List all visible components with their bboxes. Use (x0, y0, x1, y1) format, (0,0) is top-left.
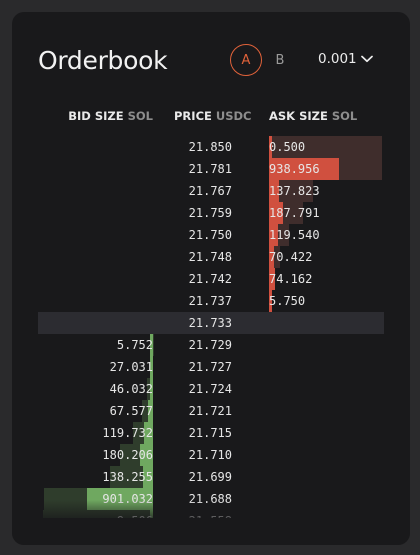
ask-row[interactable]: 21.759 187.791 (12, 202, 410, 224)
bid-price: 21.729 (188, 338, 232, 352)
ask-price: 21.737 (188, 294, 232, 308)
bid-size-header: BID SIZE SOL (68, 109, 153, 123)
bid-depth-bar (142, 400, 153, 422)
bid-size-unit: SOL (127, 109, 153, 123)
toggle-b-button[interactable]: B (275, 52, 285, 68)
lot-size-value: 0.001 (318, 51, 357, 67)
mid-price: 21.733 (188, 316, 232, 330)
ask-row[interactable]: 21.737 5.750 (12, 290, 410, 312)
lot-size-select[interactable]: 0.001 (318, 51, 373, 67)
bid-row[interactable]: 5.752 21.729 (12, 334, 410, 356)
bid-depth-bar (109, 466, 153, 488)
mid-price-row: 21.733 (38, 312, 384, 334)
ask-size: 137.823 (269, 184, 320, 198)
ask-row[interactable]: 21.750 119.540 (12, 224, 410, 246)
bid-price: 21.727 (188, 360, 232, 374)
ask-row[interactable]: 21.742 74.162 (12, 268, 410, 290)
ask-price: 21.750 (188, 228, 232, 242)
ask-size-bar (269, 224, 278, 246)
ask-row[interactable]: 21.767 137.823 (12, 180, 410, 202)
bid-row[interactable]: 27.031 21.727 (12, 356, 410, 378)
bid-size: 138.255 (102, 470, 153, 484)
bid-size-bar (139, 444, 153, 466)
bid-price: 21.715 (188, 426, 232, 440)
bid-size-bar (142, 466, 153, 488)
bid-size: 27.031 (109, 360, 153, 374)
ask-row[interactable]: 21.781 938.956 (12, 158, 410, 180)
toggle-a-button[interactable]: A (230, 44, 262, 76)
ask-size: 70.422 (269, 250, 313, 264)
price-label: PRICE (174, 109, 212, 123)
ask-size-header: ASK SIZE SOL (269, 109, 357, 123)
ask-row[interactable]: 21.748 70.422 (12, 246, 410, 268)
ask-row[interactable]: 21.850 0.500 (12, 136, 410, 158)
ask-size-bar (269, 246, 275, 268)
bid-size-bar (150, 356, 153, 378)
bid-size: 119.732 (102, 426, 153, 440)
ask-price: 21.759 (188, 206, 232, 220)
ask-size: 938.956 (269, 162, 320, 176)
ask-size-bar (269, 290, 272, 312)
ask-price: 21.781 (188, 162, 232, 176)
bid-size-label: BID SIZE (68, 109, 124, 123)
bid-row[interactable]: 67.577 21.721 (12, 400, 410, 422)
bid-size-bar (150, 334, 153, 356)
bid-price: 21.699 (188, 470, 232, 484)
bid-size: 67.577 (109, 404, 153, 418)
bid-price: 21.710 (188, 448, 232, 462)
page-title: Orderbook (38, 46, 168, 75)
ask-size: 119.540 (269, 228, 320, 242)
ask-size-bar (269, 158, 339, 180)
ask-price: 21.850 (188, 140, 232, 154)
scroll-fade (12, 500, 410, 545)
ask-depth-bar (269, 180, 313, 202)
chevron-down-icon (360, 55, 373, 63)
ask-price: 21.767 (188, 184, 232, 198)
ask-size-bar (269, 202, 283, 224)
bid-row[interactable]: 119.732 21.715 (12, 422, 410, 444)
ask-depth-bar (269, 246, 281, 268)
orderbook-rows: 21.850 0.500 21.781 938.956 21.767 137.823 21.… (12, 136, 410, 518)
ask-size-bar (269, 136, 272, 158)
bid-size-bar (144, 422, 153, 444)
bid-size: 5.752 (116, 338, 153, 352)
ask-size: 5.750 (269, 294, 306, 308)
ask-size: 0.500 (269, 140, 306, 154)
ask-size: 74.162 (269, 272, 313, 286)
bid-price: 21.724 (188, 382, 232, 396)
bid-size: 46.032 (109, 382, 153, 396)
ask-price: 21.748 (188, 250, 232, 264)
ask-size-bar (269, 268, 275, 290)
bid-size-bar (149, 378, 153, 400)
bid-price: 21.721 (188, 404, 232, 418)
bid-size-bar (148, 400, 153, 422)
bid-size: 180.206 (102, 448, 153, 462)
price-header: PRICE USDC (174, 109, 251, 123)
price-unit: USDC (215, 109, 252, 123)
ask-depth-bar (269, 136, 382, 158)
ask-size-label: ASK SIZE (269, 109, 328, 123)
orderbook-panel: Orderbook A B 0.001 BID SIZE SOL PRICE U… (12, 12, 410, 545)
bid-row[interactable]: 180.206 21.710 (12, 444, 410, 466)
ask-price: 21.742 (188, 272, 232, 286)
bid-row[interactable]: 46.032 21.724 (12, 378, 410, 400)
bid-row[interactable]: 138.255 21.699 (12, 466, 410, 488)
ask-size-bar (269, 180, 280, 202)
ask-size: 187.791 (269, 206, 320, 220)
ask-size-unit: SOL (331, 109, 358, 123)
